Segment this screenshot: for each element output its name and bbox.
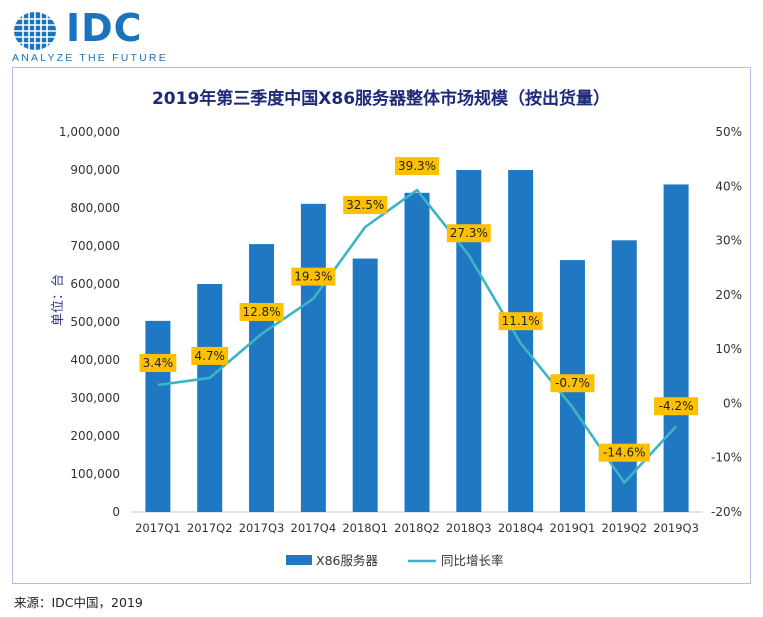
x-tick-label: 2019Q3 — [653, 521, 699, 535]
x-tick-label: 2017Q1 — [135, 521, 181, 535]
x-tick-label: 2017Q2 — [187, 521, 233, 535]
line-label-2018Q4: 11.1% — [498, 312, 543, 331]
label-text: -14.6% — [603, 446, 645, 460]
label-box — [291, 267, 336, 286]
label-text: 11.1% — [502, 314, 540, 328]
y-tick-label: 500,000 — [70, 315, 120, 329]
y2-tick-label: -10% — [711, 451, 742, 465]
y2-tick-label: 30% — [715, 234, 742, 248]
chart-title: 2019年第三季度中国X86服务器整体市场规模（按出货量） — [152, 88, 610, 109]
label-text: 32.5% — [346, 198, 384, 212]
y2-tick-label: 20% — [715, 288, 742, 302]
x-tick-label: 2018Q1 — [342, 521, 388, 535]
label-text: 4.7% — [194, 349, 225, 363]
bar-2018Q2 — [404, 192, 430, 513]
line-label-2019Q1: -0.7% — [550, 374, 595, 393]
line-label-2019Q3: -4.2% — [654, 397, 699, 416]
y-tick-label: 0 — [112, 505, 120, 519]
source-note: 来源：IDC中国，2019 — [14, 595, 143, 610]
y-tick-label: 300,000 — [70, 391, 120, 405]
label-text: -0.7% — [555, 376, 590, 390]
line-data-labels: 3.4% 4.7% 12.8% 19.3% 32.5% 39.3% 27.3% 11.1% -0… — [139, 157, 699, 462]
x-tick-label: 2018Q4 — [498, 521, 544, 535]
globe-icon — [14, 12, 56, 50]
line-label-2017Q4: 19.3% — [291, 267, 336, 286]
legend-bar-swatch — [286, 555, 312, 565]
x-tick-label: 2018Q3 — [446, 521, 492, 535]
x-tick-label: 2019Q1 — [550, 521, 596, 535]
bar-2017Q1 — [145, 320, 171, 512]
label-box — [654, 397, 699, 416]
y-tick-label: 100,000 — [70, 467, 120, 481]
bar-2018Q3 — [456, 170, 482, 512]
line-label-2018Q2: 39.3% — [395, 157, 439, 176]
x-tick-label: 2017Q3 — [239, 521, 285, 535]
x-axis-ticks: 2017Q1 2017Q2 2017Q3 2017Q4 2018Q1 2018Q2 2018… — [135, 521, 699, 535]
label-text: 3.4% — [143, 356, 174, 370]
label-box — [550, 374, 595, 393]
label-box — [343, 196, 388, 214]
bar-2017Q4 — [300, 203, 326, 512]
bar-2017Q2 — [197, 284, 223, 512]
chart-frame — [12, 67, 751, 584]
y-tick-label: 700,000 — [70, 239, 120, 253]
legend-line-label: 同比增长率 — [441, 553, 504, 568]
y-axis-ticks: 0 100,000 200,000 300,000 400,000 500,000 600,… — [59, 125, 120, 519]
label-text: 19.3% — [294, 270, 332, 284]
label-text: 39.3% — [398, 159, 436, 173]
bar-2018Q1 — [352, 258, 378, 512]
logo-wordmark: IDC — [66, 6, 143, 50]
x-tick-label: 2018Q2 — [394, 521, 440, 535]
bar-2019Q3 — [663, 184, 689, 512]
x-tick-label: 2017Q4 — [291, 521, 337, 535]
y-tick-label: 200,000 — [70, 429, 120, 443]
bar-2017Q3 — [249, 244, 275, 512]
y-tick-label: 900,000 — [70, 163, 120, 177]
y-tick-label: 1,000,000 — [59, 125, 120, 139]
y2-tick-label: 10% — [715, 342, 742, 356]
y2-axis-ticks: -20% -10% 0% 10% 20% 30% 40% 50% — [711, 125, 742, 519]
logo-tagline: ANALYZE THE FUTURE — [12, 52, 168, 64]
line-label-2019Q2: -14.6% — [598, 443, 650, 462]
y-tick-label: 800,000 — [70, 201, 120, 215]
line-label-2018Q3: 27.3% — [446, 224, 491, 243]
line-series — [157, 188, 678, 484]
idc-logo: IDC ANALYZE THE FUTURE — [12, 6, 182, 66]
legend: X86服务器 同比增长率 — [286, 553, 504, 568]
label-text: 27.3% — [450, 226, 488, 240]
label-text: 12.8% — [242, 305, 280, 319]
line-label-2017Q2: 4.7% — [191, 346, 229, 365]
line-label-2017Q1: 3.4% — [139, 353, 177, 372]
label-box — [598, 443, 650, 462]
label-box — [139, 353, 177, 372]
y-axis-label: 单位：台 — [51, 274, 66, 326]
y2-tick-label: 0% — [723, 396, 742, 410]
label-text: -4.2% — [659, 399, 694, 413]
y-tick-label: 600,000 — [70, 277, 120, 291]
line-label-2017Q3: 12.8% — [239, 302, 284, 321]
y2-tick-label: 50% — [715, 125, 742, 139]
y-tick-label: 400,000 — [70, 353, 120, 367]
label-box — [395, 157, 439, 176]
y2-tick-label: 40% — [715, 179, 742, 193]
label-box — [446, 224, 491, 243]
label-box — [191, 346, 229, 365]
bar-2019Q2 — [611, 240, 637, 513]
label-box — [498, 312, 543, 331]
growth-rate-line — [157, 188, 678, 484]
y2-tick-label: -20% — [711, 505, 742, 519]
line-label-2018Q1: 32.5% — [343, 196, 388, 214]
legend-bar-label: X86服务器 — [316, 553, 378, 568]
label-box — [239, 302, 284, 321]
x-tick-label: 2019Q2 — [601, 521, 647, 535]
